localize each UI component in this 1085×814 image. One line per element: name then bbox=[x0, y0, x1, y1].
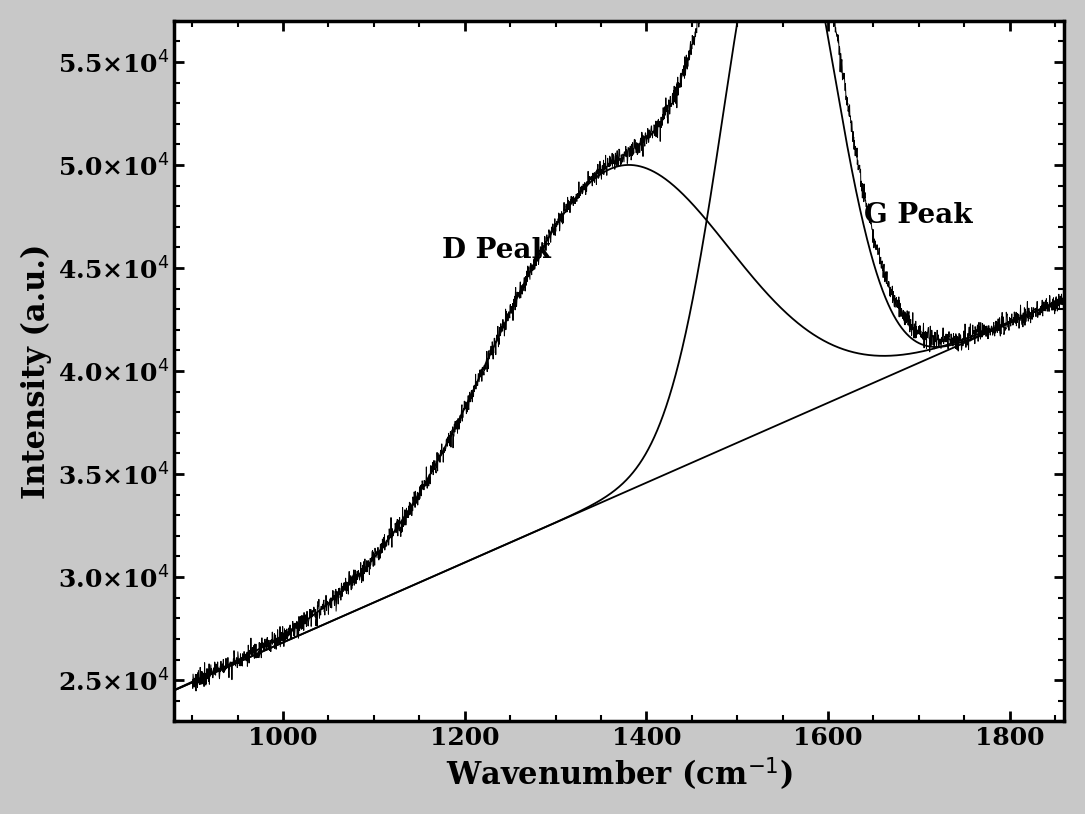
Text: D Peak: D Peak bbox=[442, 237, 551, 264]
Text: G Peak: G Peak bbox=[865, 202, 973, 229]
X-axis label: Wavenumber (cm$^{-1}$): Wavenumber (cm$^{-1}$) bbox=[446, 755, 792, 793]
Y-axis label: Intensity (a.u.): Intensity (a.u.) bbox=[21, 243, 52, 499]
